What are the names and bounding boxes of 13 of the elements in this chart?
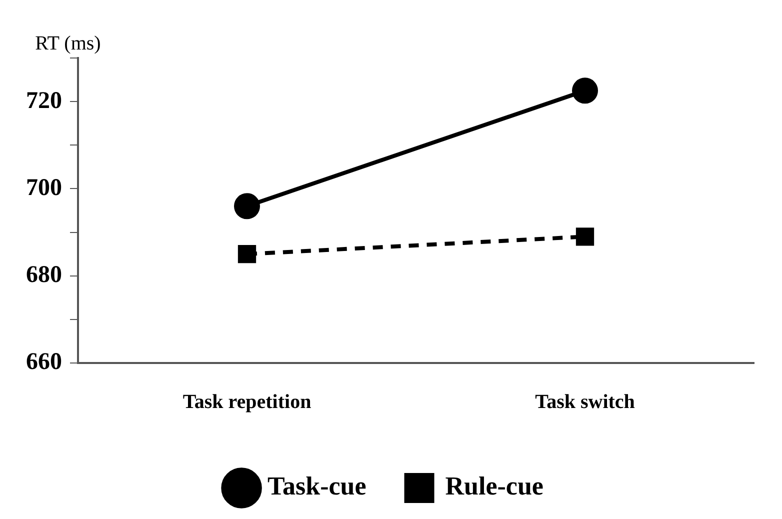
y-tick-label: 720 bbox=[26, 88, 62, 114]
x-tick-label: Task switch bbox=[535, 391, 635, 414]
y-axis-title: RT (ms) bbox=[35, 32, 101, 54]
point bbox=[234, 193, 260, 220]
y-tick-label: 700 bbox=[26, 174, 62, 201]
x-tick-label: Task repetition bbox=[182, 391, 312, 414]
y-tick-label: 680 bbox=[26, 262, 62, 288]
legend-label: Task-cue bbox=[268, 472, 366, 501]
point bbox=[572, 78, 598, 104]
point bbox=[238, 245, 256, 264]
point bbox=[576, 228, 594, 246]
y-tick-label: 660 bbox=[26, 349, 62, 376]
legend-label: Rule-cue bbox=[445, 472, 544, 501]
